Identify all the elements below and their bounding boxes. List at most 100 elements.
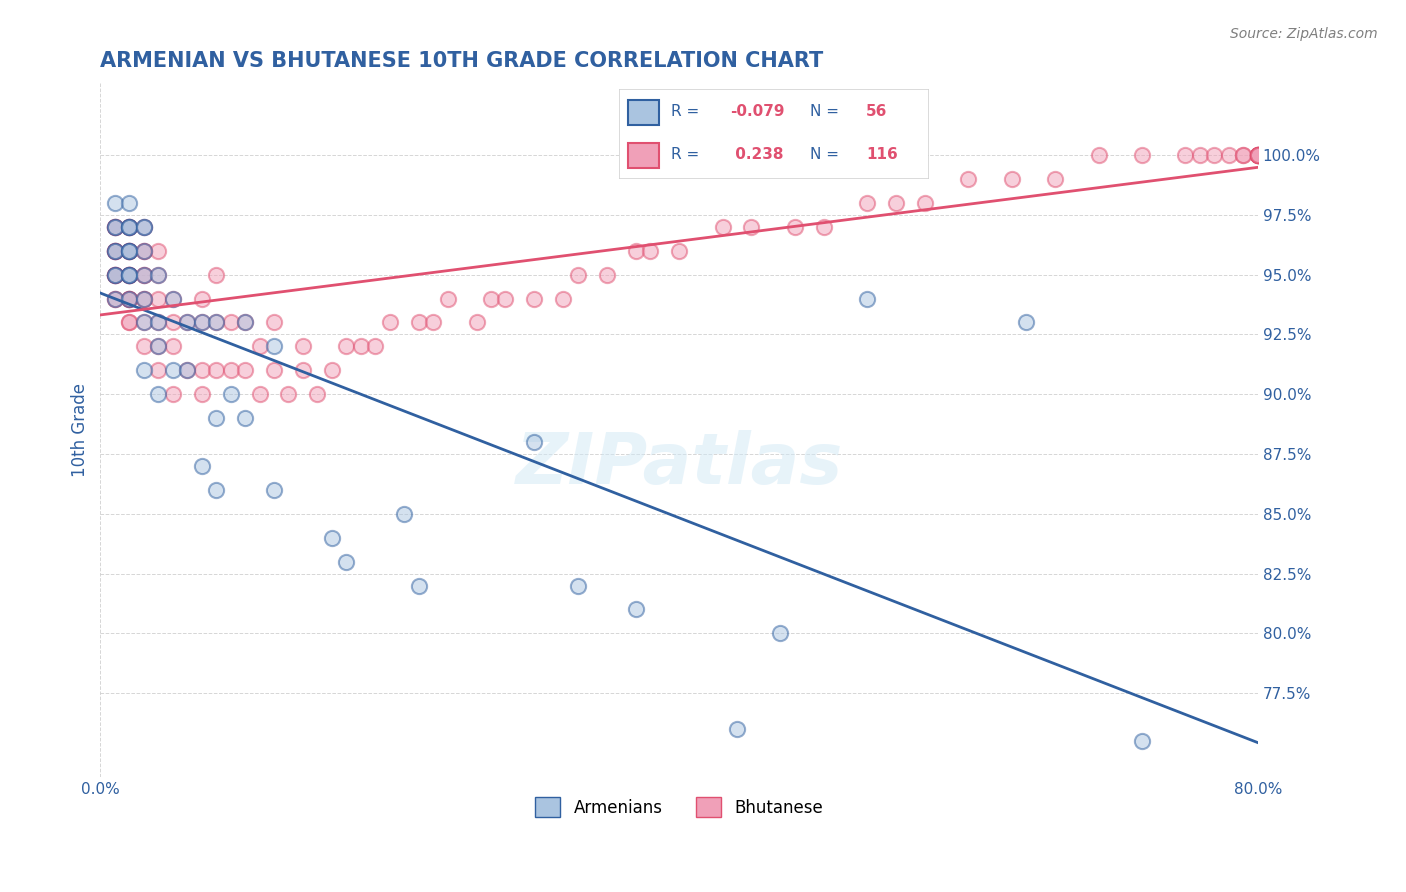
Point [118,244,141,258]
Point [1247,148,1270,162]
Point [711,219,734,234]
Point [162,292,184,306]
Point [291,363,314,377]
Point [567,578,589,592]
Point [205,411,228,425]
Point [813,219,835,234]
Point [335,555,357,569]
Text: ARMENIAN VS BHUTANESE 10TH GRADE CORRELATION CHART: ARMENIAN VS BHUTANESE 10TH GRADE CORRELA… [100,51,824,70]
Point [321,531,343,545]
Point [162,292,184,306]
Point [148,292,170,306]
Point [769,626,792,640]
Point [104,244,127,258]
Point [1001,172,1024,186]
Point [1045,172,1067,186]
Point [436,292,458,306]
Point [1247,148,1270,162]
Point [277,387,299,401]
Point [118,219,141,234]
Point [148,244,170,258]
Text: N =: N = [810,147,844,162]
Point [783,219,806,234]
Point [1218,148,1240,162]
Point [118,219,141,234]
Point [132,316,155,330]
FancyBboxPatch shape [628,100,659,125]
Point [856,292,879,306]
Point [104,268,127,282]
Point [176,363,198,377]
Point [957,172,980,186]
Point [162,316,184,330]
Point [205,268,228,282]
Point [118,219,141,234]
Point [624,602,647,616]
Point [263,483,285,497]
Point [132,268,155,282]
Point [118,244,141,258]
Point [1247,148,1270,162]
Point [132,316,155,330]
Point [408,578,430,592]
Point [118,292,141,306]
Point [205,483,228,497]
Point [104,292,127,306]
Point [1247,148,1270,162]
FancyBboxPatch shape [628,143,659,168]
Point [1247,148,1270,162]
Point [104,195,127,210]
Point [132,244,155,258]
Point [104,219,127,234]
Point [118,268,141,282]
Text: 56: 56 [866,104,887,120]
Point [725,722,748,736]
Point [132,268,155,282]
Point [148,363,170,377]
Point [104,219,127,234]
Point [118,268,141,282]
Text: 0.238: 0.238 [730,147,783,162]
Point [132,244,155,258]
Point [364,339,387,353]
Point [1188,148,1211,162]
Point [378,316,401,330]
Text: N =: N = [810,104,844,120]
Point [118,219,141,234]
Point [335,339,357,353]
Point [219,387,242,401]
Point [176,316,198,330]
Point [914,195,936,210]
Point [104,244,127,258]
Point [523,435,546,450]
Point [263,363,285,377]
Point [118,316,141,330]
Point [1130,734,1153,748]
Point [104,244,127,258]
Point [148,387,170,401]
Point [190,458,212,473]
Point [148,339,170,353]
Point [132,292,155,306]
Point [118,316,141,330]
Point [190,316,212,330]
Point [392,507,415,521]
Point [350,339,373,353]
Point [118,292,141,306]
Point [132,339,155,353]
Point [118,268,141,282]
Point [118,244,141,258]
Point [118,292,141,306]
Point [291,339,314,353]
Point [408,316,430,330]
Point [638,244,661,258]
Point [495,292,517,306]
Point [104,268,127,282]
Point [233,316,256,330]
Point [132,219,155,234]
Point [162,387,184,401]
Point [148,268,170,282]
Point [668,244,690,258]
Point [219,363,242,377]
Point [233,363,256,377]
